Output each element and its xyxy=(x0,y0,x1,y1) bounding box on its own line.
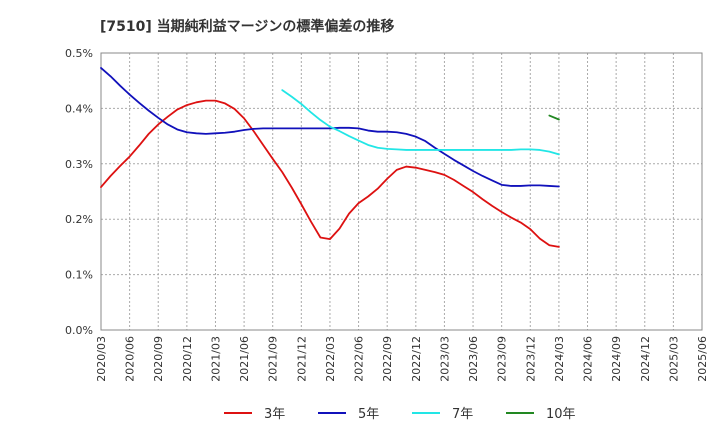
series-layer xyxy=(100,67,560,248)
x-tick-label: 2020/06 xyxy=(124,336,137,382)
x-tick-label: 2022/09 xyxy=(381,336,394,382)
y-tick-label: 0.0% xyxy=(65,324,93,337)
x-tick-label: 2020/09 xyxy=(152,336,165,382)
x-tick-label: 2023/09 xyxy=(496,336,509,382)
x-tick-label: 2024/12 xyxy=(639,336,652,382)
x-tick-label: 2021/03 xyxy=(209,336,222,382)
chart-title: [7510] 当期純利益マージンの標準偏差の推移 xyxy=(100,18,394,35)
series-line-4 xyxy=(548,114,560,121)
y-tick-label: 0.2% xyxy=(65,213,93,226)
series-line-3 xyxy=(281,89,560,156)
x-tick-label: 2023/06 xyxy=(467,336,480,382)
y-tick-label: 0.4% xyxy=(65,102,93,115)
x-tick-label: 2023/12 xyxy=(524,336,537,382)
x-tick-label: 2024/06 xyxy=(582,336,595,382)
x-tick-label: 2022/03 xyxy=(324,336,337,382)
x-tick-label: 2021/12 xyxy=(295,336,308,382)
plot-frame xyxy=(100,52,703,331)
grid-layer xyxy=(101,52,702,330)
series-line-1 xyxy=(100,99,560,248)
x-tick-label: 2023/03 xyxy=(438,336,451,382)
x-tick-label: 2020/03 xyxy=(95,336,108,382)
y-tick-label: 0.1% xyxy=(65,269,93,282)
series-line-2 xyxy=(100,67,560,188)
x-tick-label: 2021/06 xyxy=(238,336,251,382)
x-tick-label: 2022/06 xyxy=(353,336,366,382)
legend: 3年 5年 7年 10年 xyxy=(224,407,576,422)
x-tick-label: 2020/12 xyxy=(181,336,194,382)
x-tick-label: 2022/12 xyxy=(410,336,423,382)
legend-label-2: 5年 xyxy=(358,407,379,422)
axis-layer: 0.0% 0.1% 0.2% 0.3% 0.4% 0.5% 2020/03 2020/06 20… xyxy=(65,47,709,382)
y-tick-label: 0.3% xyxy=(65,158,93,171)
legend-label-1: 3年 xyxy=(264,407,285,422)
x-tick-label: 2021/09 xyxy=(267,336,280,382)
x-tick-label: 2025/03 xyxy=(667,336,680,382)
y-tick-label: 0.5% xyxy=(65,47,93,60)
x-tick-label: 2025/06 xyxy=(696,336,709,382)
x-tick-label: 2024/03 xyxy=(553,336,566,382)
x-tick-label: 2024/09 xyxy=(610,336,623,382)
legend-label-3: 7年 xyxy=(452,407,473,422)
legend-label-4: 10年 xyxy=(546,407,576,422)
